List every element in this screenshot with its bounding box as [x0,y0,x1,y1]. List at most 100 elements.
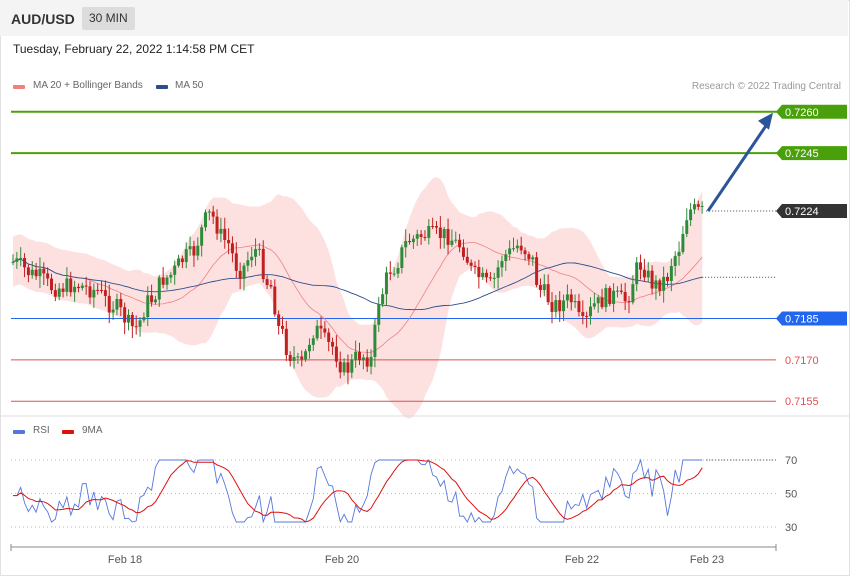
candle-body [342,362,346,373]
candle-body [481,272,485,278]
top-bar: AUD/USD 30 MIN [0,0,848,36]
candle-body [631,284,635,303]
candle-body [300,356,304,360]
candle-body [92,289,96,298]
candle-body [138,320,142,327]
rsi-swatch [13,430,25,434]
candle-body [76,286,80,289]
candle-body [465,256,469,263]
candle-body [415,234,419,239]
candle-body [562,300,566,312]
symbol-label: AUD/USD [11,11,75,27]
candle-body [485,272,489,278]
credit-text: Research © 2022 Trading Central [691,81,841,92]
candle-body [573,300,577,303]
candle-body [88,286,92,298]
candle-body [546,284,550,303]
candle-body [150,295,154,303]
candle-body [500,261,504,268]
candle-body [473,265,477,268]
candle-body [404,241,408,248]
candle-body [642,269,646,278]
candle-body [200,227,204,246]
candle-body [338,361,342,373]
legend-ma50: MA 50 [175,80,204,91]
candle-body [408,241,412,243]
ma20-line [12,242,703,353]
candle-body [358,351,361,361]
candle-body [411,238,415,243]
candle-body [84,285,88,287]
candle-body [315,325,319,339]
candle-body [273,286,277,315]
candle-body [666,276,669,282]
candle-body [57,288,61,297]
ma50-swatch [156,85,168,89]
candle-body [435,226,438,228]
candle-body [384,272,388,295]
candle-body [538,284,542,290]
candle-body [600,297,604,308]
candle-body [53,290,57,297]
candle-body [589,306,592,317]
candle-body [96,289,100,291]
candle-body [115,298,119,310]
candle-body [615,290,619,292]
candle-body [515,245,519,249]
candle-body [230,243,234,254]
candle-body [446,229,450,245]
candle-body [458,239,462,248]
candle-body [153,299,157,303]
current-price-tag [776,204,847,219]
candle-body [242,265,246,279]
candle-body [311,338,315,345]
ma50-line [12,258,703,311]
candle-body [69,278,73,293]
candle-body [307,344,311,352]
candle-body [565,294,569,301]
candle-body [681,233,685,252]
candle-body [569,294,573,303]
candle-body [223,228,227,240]
candle-body [327,332,331,342]
candle-body [427,226,431,238]
candle-body [26,267,30,276]
candle-body [292,357,296,361]
candle-body [19,257,23,259]
candle-body [211,211,215,217]
candle-body [512,248,515,250]
candle-body [288,354,292,361]
candle-body [142,317,146,321]
candle-body [46,273,50,279]
candle-body [381,294,385,305]
candle-body [165,277,169,285]
candle-body [673,256,677,267]
current-price-label: 0.7224 [785,206,819,218]
candle-body [119,298,123,308]
forecast-arrowhead [758,112,773,130]
x-tick-2: Feb 22 [565,554,599,566]
legend-rsi-ma: 9MA [82,425,103,436]
candle-body [523,250,527,255]
candle-body [519,245,523,251]
timeframe-button[interactable]: 30 MIN [82,7,135,30]
candle-body [689,209,693,221]
candle-body [234,253,238,271]
candle-body [423,237,427,239]
candle-body [419,234,423,238]
candle-body [134,326,138,328]
candle-body [627,301,631,303]
candle-body [388,272,392,274]
candle-body [265,279,269,286]
candle-body [65,278,69,292]
rsi-ma-swatch [62,430,74,434]
candle-body [215,216,219,234]
candle-body [508,248,512,255]
candle-body [61,288,65,292]
candle-body [488,277,492,279]
candle-body [577,300,581,313]
candle-body [103,290,107,296]
candle-body [80,285,84,289]
candle-body [180,258,184,263]
candle-body [38,268,42,277]
